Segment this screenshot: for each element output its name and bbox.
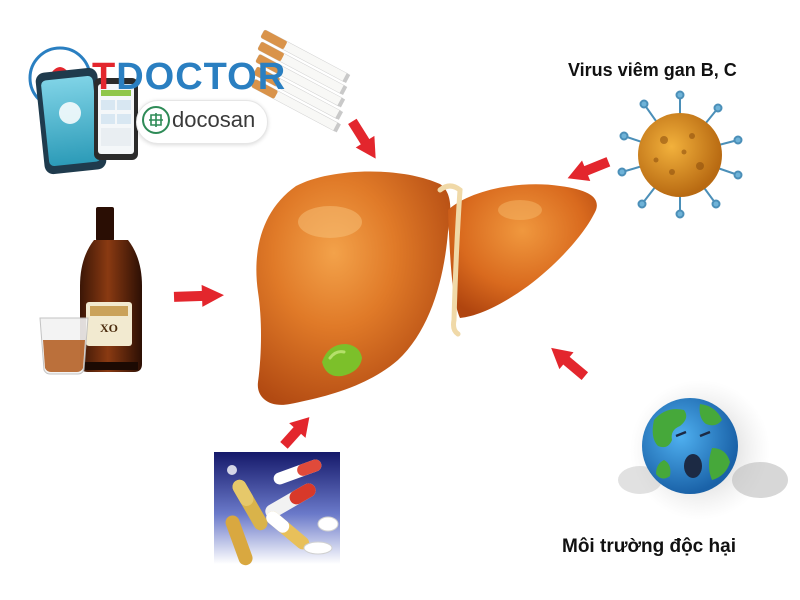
bottle-label-text: XO bbox=[100, 321, 118, 335]
label-virus: Virus viêm gan B, C bbox=[568, 60, 737, 80]
arrow-environment bbox=[551, 347, 589, 380]
arrow-alcohol bbox=[173, 284, 224, 307]
cigarettes-icon bbox=[251, 29, 351, 133]
arrow-cigarettes bbox=[348, 118, 376, 159]
brand-prefix: T bbox=[92, 56, 117, 98]
alcohol-bottle-icon: XO bbox=[39, 207, 142, 375]
virus-icon bbox=[617, 90, 743, 219]
liver-illustration bbox=[256, 171, 597, 405]
brand-logo: TDOCTOR bbox=[92, 58, 286, 96]
arrow-pills bbox=[280, 417, 310, 449]
sick-earth-icon bbox=[618, 380, 788, 520]
pills-icon bbox=[214, 452, 340, 566]
label-environment: Môi trường độc hại bbox=[562, 536, 736, 557]
brand-name: DOCTOR bbox=[116, 56, 287, 98]
partner-name: docosan bbox=[172, 107, 256, 132]
arrow-virus bbox=[567, 157, 611, 181]
phone-icon bbox=[28, 46, 138, 175]
docosan-logo-icon bbox=[142, 106, 170, 134]
